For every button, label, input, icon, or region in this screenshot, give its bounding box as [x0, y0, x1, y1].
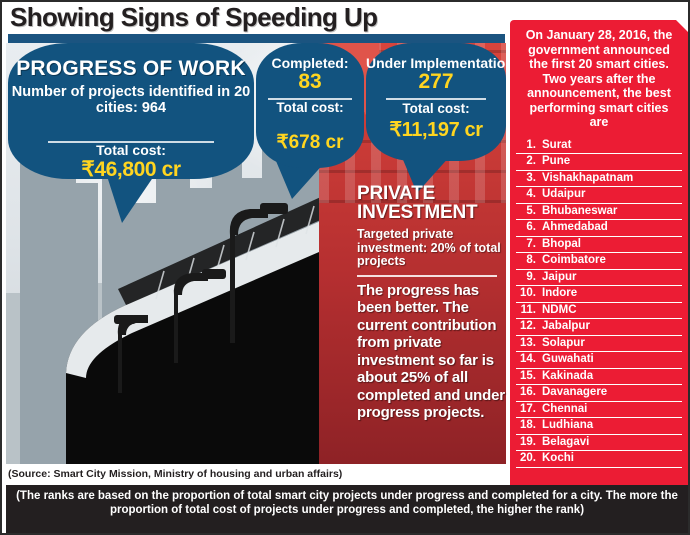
completed-divider	[268, 98, 352, 100]
progress-total-value: ₹46,800 cr	[81, 158, 181, 181]
top-cities-panel: On January 28, 2016, the government anno…	[510, 20, 688, 485]
city-name-label: Bhopal	[542, 237, 581, 250]
city-rank-row: 8. Coimbatore	[516, 253, 682, 270]
panel-corner-notch	[676, 20, 688, 32]
city-rank-number: 7.	[526, 237, 536, 250]
city-rank-row: 10. Indore	[516, 286, 682, 303]
city-name-label: Surat	[542, 138, 572, 151]
under-implementation-total-label: Total cost:	[402, 101, 470, 116]
progress-subtext: Number of projects identified in 20 citi…	[11, 84, 251, 116]
city-rank-number: 18.	[520, 419, 536, 431]
city-rank-number: 17.	[520, 402, 536, 415]
city-name-label: Davanagere	[542, 386, 608, 398]
city-rank-row: 3. Vishakhapatnam	[516, 171, 682, 187]
city-name-label: Ahmedabad	[542, 221, 608, 233]
city-rank-row: 13. Solapur	[516, 336, 682, 352]
city-name-label: Jaipur	[542, 270, 577, 283]
private-investment-subtext: Targeted private investment: 20% of tota…	[357, 227, 501, 268]
city-rank-number: 9.	[526, 270, 536, 283]
city-rank-row: 17. Chennai	[516, 402, 682, 418]
completed-total-label: Total cost:	[276, 100, 344, 115]
city-name-label: Indore	[542, 287, 578, 299]
city-rank-row: 18. Ludhiana	[516, 418, 682, 435]
city-rank-number: 11.	[520, 303, 536, 316]
progress-divider	[48, 141, 214, 143]
city-name-label: Bhubaneswar	[542, 204, 618, 217]
city-name-label: Coimbatore	[542, 254, 606, 266]
city-rank-row: 1. Surat	[516, 138, 682, 154]
title-underline-rule	[8, 34, 505, 43]
city-name-label: Udaipur	[542, 188, 586, 200]
city-rank-row: 6. Ahmedabad	[516, 220, 682, 237]
city-rank-row: 12. Jabalpur	[516, 319, 682, 336]
private-investment-divider	[357, 274, 497, 277]
under-implementation-total-value: ₹11,197 cr	[389, 119, 483, 141]
city-rank-row: 16. Davanagere	[516, 385, 682, 402]
city-name-label: Pune	[542, 155, 571, 167]
private-investment-heading: PRIVATE INVESTMENT	[357, 183, 478, 223]
footer-note-text: (The ranks are based on the proportion o…	[16, 490, 678, 516]
top-cities-list: 1. Surat 2. Pune 3. Vishakhapatnam 4. Udaipur 5.…	[516, 138, 682, 468]
city-rank-number: 15.	[520, 369, 536, 382]
city-rank-number: 8.	[526, 254, 536, 266]
progress-of-work-bubble: PROGRESS OF WORK Number of projects iden…	[8, 43, 254, 181]
under-implementation-bubble: Under Implementation: 277 Total cost: ₹1…	[366, 43, 519, 161]
under-implementation-label: Under Implementation:	[366, 55, 519, 71]
city-name-label: NDMC	[542, 303, 577, 316]
completed-bubble: Completed: 83 Total cost: ₹678 cr	[256, 43, 364, 168]
city-rank-number: 12.	[520, 320, 536, 332]
city-rank-number: 5.	[526, 204, 536, 217]
city-rank-row: 7. Bhopal	[516, 237, 682, 253]
private-investment-block: PRIVATE INVESTMENT Targeted private inve…	[357, 184, 507, 422]
city-rank-row: 11. NDMC	[516, 303, 682, 319]
city-name-label: Belagavi	[542, 435, 590, 448]
under-implementation-bubble-tail	[401, 155, 451, 193]
footer-note-bar: (The ranks are based on the proportion o…	[6, 485, 688, 533]
city-rank-number: 1.	[526, 138, 536, 151]
city-name-label: Solapur	[542, 336, 585, 349]
title-bar: Showing Signs of Speeding Up	[2, 2, 688, 32]
completed-label: Completed:	[271, 55, 349, 71]
source-note: (Source: Smart City Mission, Ministry of…	[8, 468, 343, 480]
top-cities-intro: On January 28, 2016, the government anno…	[525, 28, 673, 129]
city-rank-number: 4.	[526, 188, 536, 200]
city-rank-number: 14.	[520, 353, 536, 365]
completed-value: 83	[298, 70, 322, 93]
city-rank-row: 14. Guwahati	[516, 352, 682, 369]
progress-total-label: Total cost:	[96, 142, 166, 158]
city-rank-row: 4. Udaipur	[516, 187, 682, 204]
city-name-label: Jabalpur	[542, 320, 590, 332]
city-name-label: Kakinada	[542, 369, 594, 382]
city-rank-row: 20. Kochi	[516, 451, 682, 468]
completed-total-value: ₹678 cr	[276, 132, 344, 153]
city-name-label: Vishakhapatnam	[542, 171, 634, 184]
city-name-label: Ludhiana	[542, 419, 594, 431]
city-name-label: Kochi	[542, 452, 574, 464]
city-rank-number: 16.	[520, 386, 536, 398]
city-rank-row: 2. Pune	[516, 154, 682, 171]
city-rank-number: 2.	[526, 155, 536, 167]
stats-bubble-group: PROGRESS OF WORK Number of projects iden…	[6, 43, 519, 223]
city-rank-number: 20.	[520, 452, 536, 464]
city-rank-number: 3.	[526, 171, 536, 184]
city-rank-number: 13.	[520, 336, 536, 349]
under-implementation-value: 277	[418, 70, 454, 93]
city-rank-row: 9. Jaipur	[516, 270, 682, 286]
progress-heading: PROGRESS OF WORK	[16, 57, 246, 80]
city-name-label: Guwahati	[542, 353, 594, 365]
city-rank-row: 19. Belagavi	[516, 435, 682, 451]
under-implementation-divider	[386, 98, 486, 100]
page-title: Showing Signs of Speeding Up	[10, 2, 378, 32]
private-investment-paragraph: The progress has been better. The curren…	[357, 281, 505, 422]
progress-bubble-tail	[106, 173, 156, 223]
city-rank-row: 5. Bhubaneswar	[516, 204, 682, 220]
city-rank-row: 15. Kakinada	[516, 369, 682, 385]
city-name-label: Chennai	[542, 402, 588, 415]
city-rank-number: 10.	[520, 287, 536, 299]
city-rank-number: 6.	[526, 221, 536, 233]
city-rank-number: 19.	[520, 435, 536, 448]
